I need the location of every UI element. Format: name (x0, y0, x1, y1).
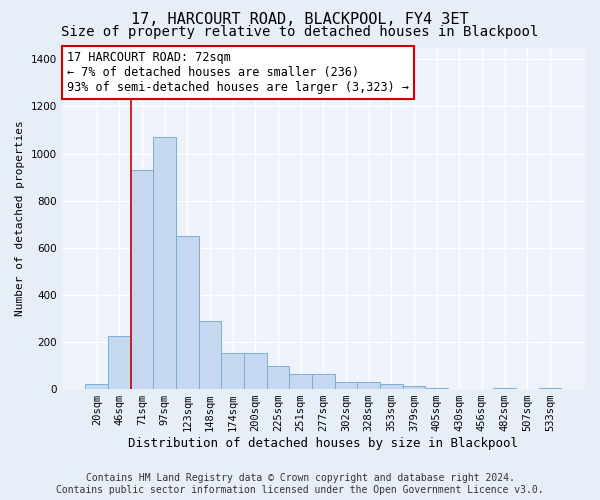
Bar (199, 321, 221, 389)
Bar (358, 382, 380, 389)
Bar (108, 336, 131, 389)
Bar (221, 352, 244, 389)
Bar (244, 352, 266, 389)
Bar (176, 236, 199, 389)
Bar (403, 386, 425, 389)
Bar (289, 374, 312, 389)
Text: Size of property relative to detached houses in Blackpool: Size of property relative to detached ho… (61, 25, 539, 39)
Bar (266, 366, 289, 389)
Bar (312, 374, 335, 389)
Bar (539, 388, 561, 389)
Bar (131, 170, 154, 389)
Bar (380, 384, 403, 389)
Y-axis label: Number of detached properties: Number of detached properties (15, 120, 25, 316)
Bar (85, 384, 108, 389)
Bar (425, 388, 448, 389)
Text: 17, HARCOURT ROAD, BLACKPOOL, FY4 3ET: 17, HARCOURT ROAD, BLACKPOOL, FY4 3ET (131, 12, 469, 28)
X-axis label: Distribution of detached houses by size in Blackpool: Distribution of detached houses by size … (128, 437, 518, 450)
Text: 17 HARCOURT ROAD: 72sqm
← 7% of detached houses are smaller (236)
93% of semi-de: 17 HARCOURT ROAD: 72sqm ← 7% of detached… (67, 51, 409, 94)
Bar (493, 388, 516, 389)
Bar (335, 382, 358, 389)
Bar (154, 137, 176, 389)
Text: Contains HM Land Registry data © Crown copyright and database right 2024.
Contai: Contains HM Land Registry data © Crown c… (56, 474, 544, 495)
